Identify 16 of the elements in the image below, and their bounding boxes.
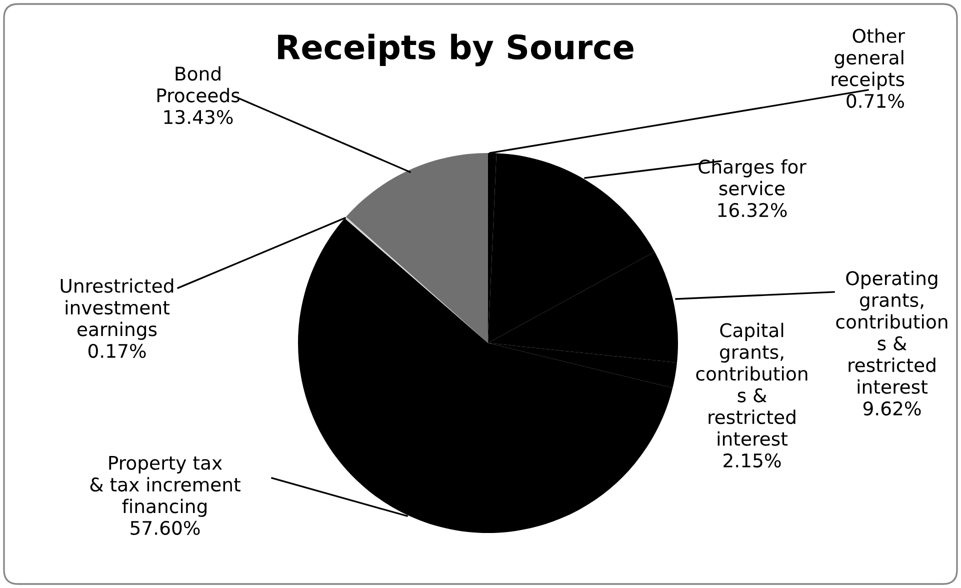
slice-label: Capital grants, contribution s & restricted interest (696, 322, 808, 446)
data-label: 0.71% (846, 94, 904, 108)
data-label: 13.43% (164, 110, 233, 124)
data-label: 2.15% (724, 453, 781, 468)
slice-label: Bond Proceeds (157, 66, 240, 102)
data-label: 57.60% (130, 520, 200, 536)
slice-label: Charges for service (698, 159, 806, 196)
slice-label: Other general receipts (832, 28, 905, 90)
data-label: 9.62% (863, 401, 921, 416)
slice-label: Unrestricted investment earnings (60, 278, 174, 340)
data-label: 0.17% (88, 344, 146, 358)
slice-label: Operating grants, contribution s & restricted interest (836, 270, 948, 394)
pie-slice (346, 153, 488, 343)
data-label: 16.32% (718, 202, 787, 218)
chart-title: Receipts by Source (278, 34, 634, 66)
slice-label: Property tax & tax increment financing (90, 456, 240, 517)
